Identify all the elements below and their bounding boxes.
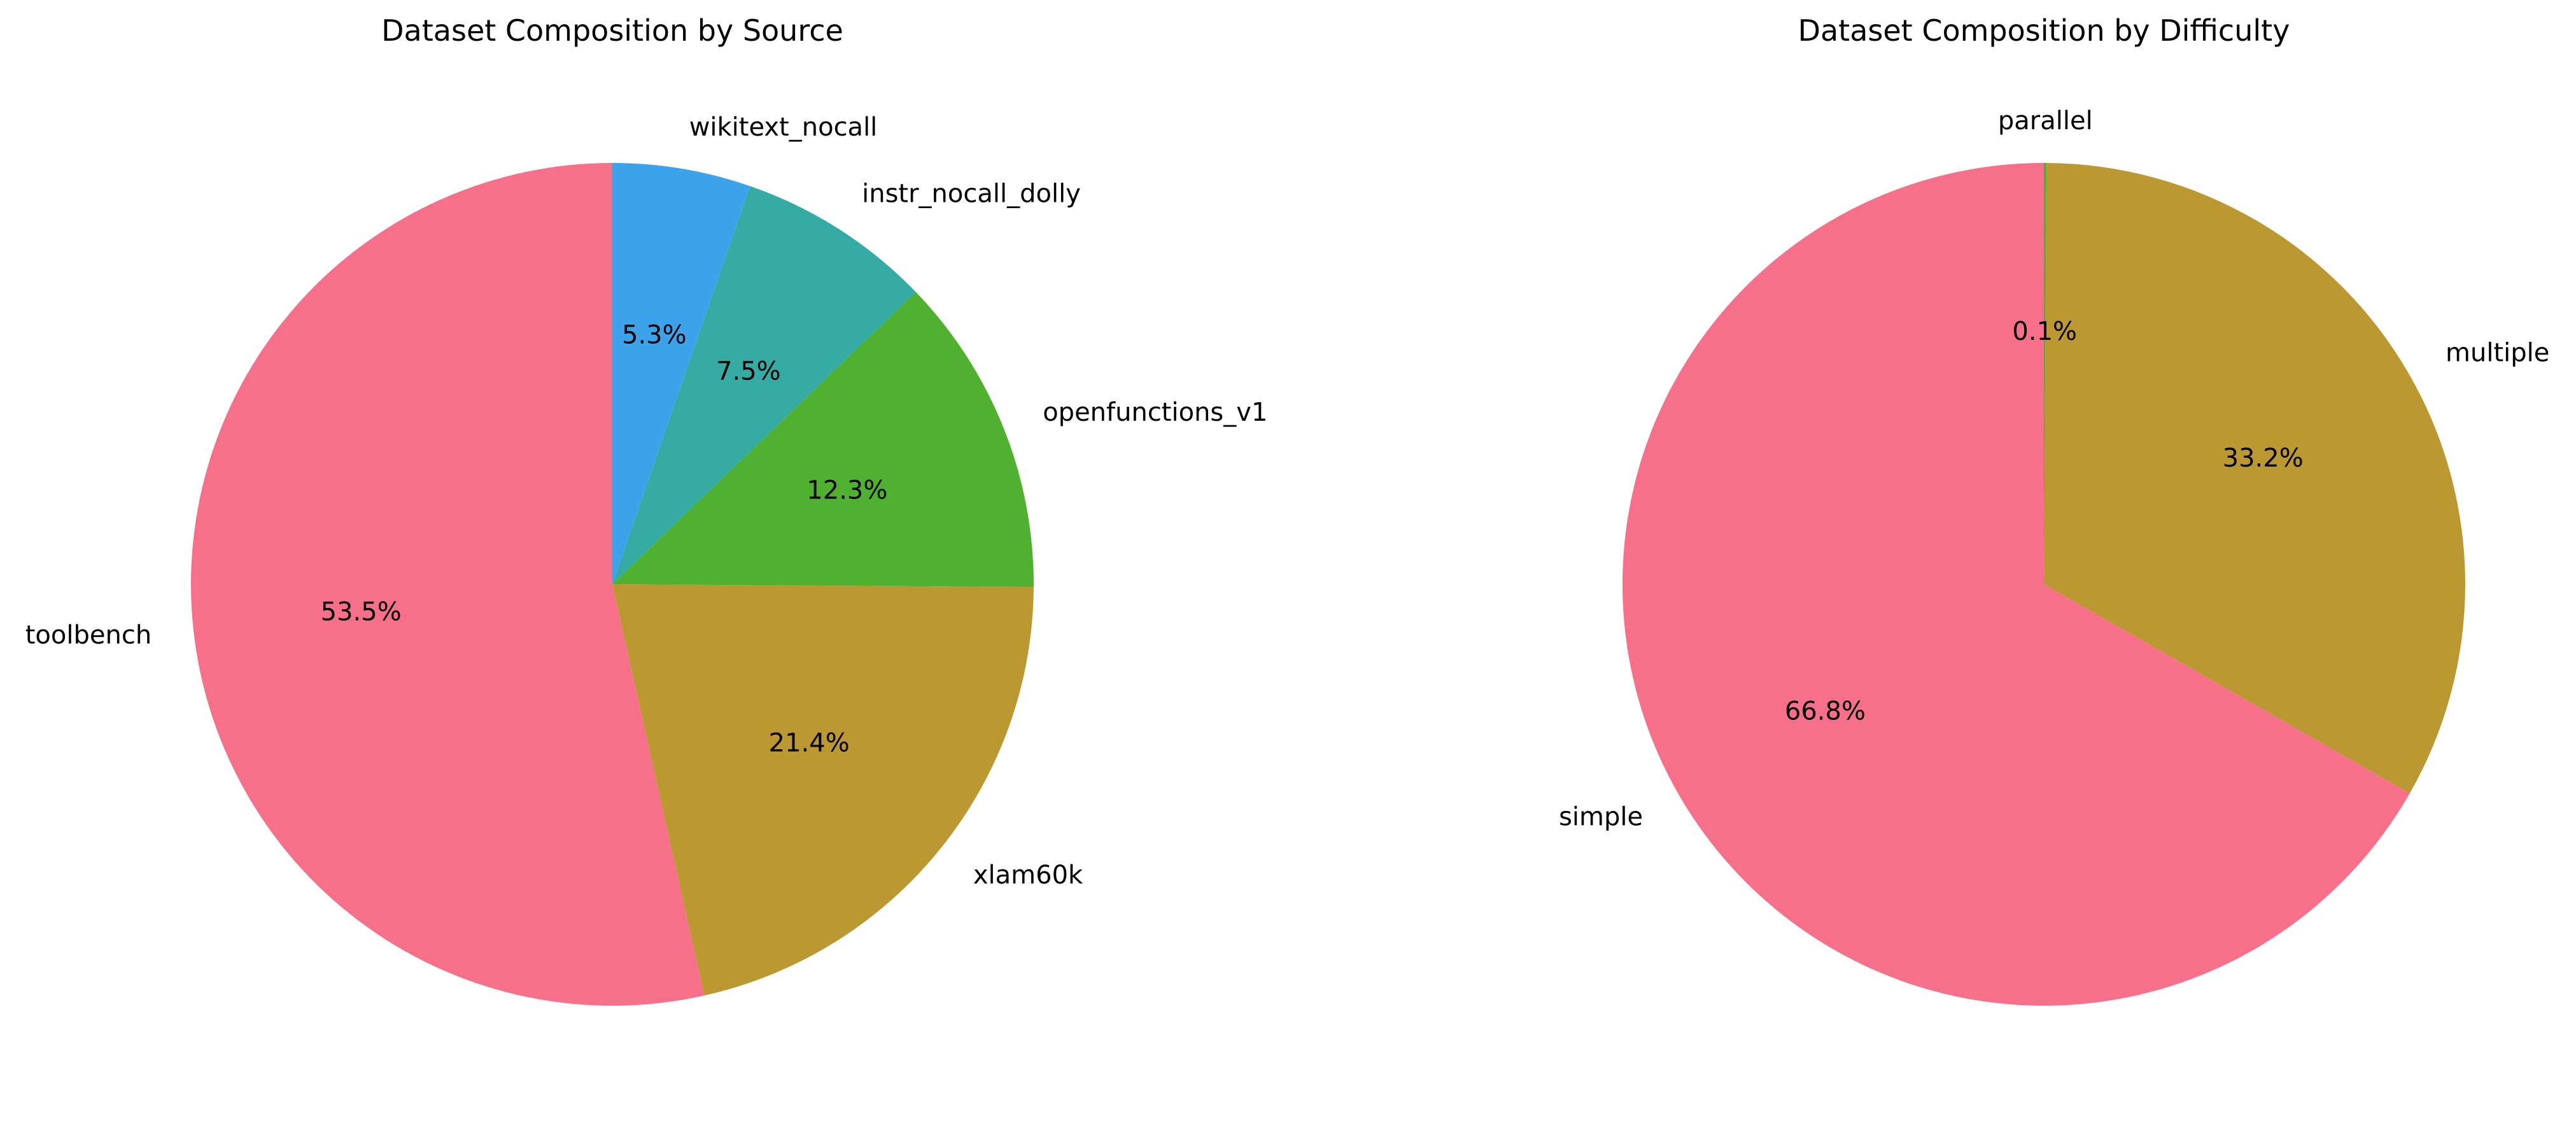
pie-category-label-simple: simple [1559, 802, 1643, 831]
pie-value-label-parallel: 0.1% [2012, 317, 2077, 346]
pie-slice-openfunctions-v1 [612, 292, 1034, 588]
pie-slice-parallel [2044, 163, 2047, 584]
chart-title-source: Dataset Composition by Source [381, 13, 843, 48]
pie-slice-toolbench [190, 163, 705, 1006]
difficulty-pie-slices [1622, 162, 2465, 1006]
chart-title-difficulty: Dataset Composition by Difficulty [1798, 13, 2290, 48]
pie-category-label-parallel: parallel [1998, 106, 2093, 136]
source-pie-slices [190, 163, 1034, 1006]
pie-slice-simple [1622, 162, 2410, 1006]
pie-slice-instr-nocall-dolly [612, 186, 916, 584]
pie-value-label-wikitext-nocall: 5.3% [622, 320, 687, 349]
difficulty-pie-labels: parallel 0.1% multiple 33.2% simple 66.8% [1559, 106, 2549, 832]
pie-slice-wikitext-nocall [612, 163, 750, 584]
pie-category-label-xlam60k: xlam60k [973, 861, 1083, 890]
pie-value-label-multiple: 33.2% [2223, 444, 2304, 473]
pie-category-label-instr-nocall-dolly: instr_nocall_dolly [862, 179, 1081, 208]
pie-value-label-xlam60k: 21.4% [769, 728, 850, 757]
pie-category-label-toolbench: toolbench [25, 621, 151, 650]
pie-slice-multiple [2044, 163, 2465, 794]
pie-value-label-openfunctions-v1: 12.3% [806, 476, 887, 505]
pie-slice-xlam60k [612, 584, 1034, 996]
pie-value-label-toolbench: 53.5% [321, 598, 402, 627]
difficulty-pie-chart: Dataset Composition by Difficulty parall… [1559, 13, 2549, 1006]
pie-category-label-multiple: multiple [2446, 339, 2549, 368]
pie-value-label-simple: 66.8% [1785, 696, 1866, 726]
pie-category-label-openfunctions-v1: openfunctions_v1 [1043, 398, 1267, 427]
pie-value-label-instr-nocall-dolly: 7.5% [716, 356, 781, 386]
source-pie-labels: wikitext_nocall 5.3% instr_nocall_dolly 7.5… [25, 113, 1268, 890]
pie-category-label-wikitext-nocall: wikitext_nocall [689, 113, 878, 142]
source-pie-chart: Dataset Composition by Source wikitext_n… [25, 13, 1268, 1006]
